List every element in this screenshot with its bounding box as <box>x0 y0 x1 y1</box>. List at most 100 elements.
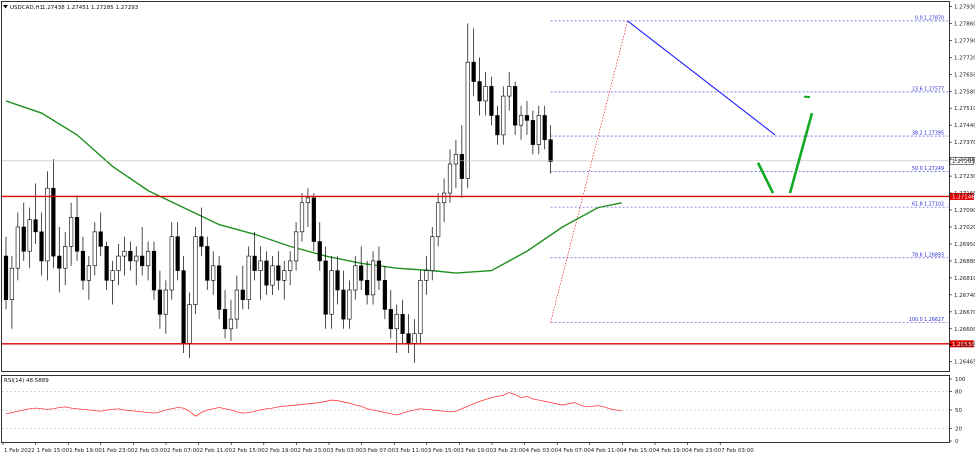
rsi-header-label: RSI(14) 48.5889 <box>4 378 49 384</box>
candle-body <box>294 232 298 261</box>
time-tick-label: 4 Feb 19:00 <box>656 448 689 454</box>
price-tick-label: 1.26670 <box>954 310 975 316</box>
candle-body <box>401 314 405 333</box>
candle-body <box>81 251 85 280</box>
candle-body <box>478 82 482 101</box>
candle-body <box>460 154 464 178</box>
candle-body <box>265 261 269 285</box>
candle-body <box>436 203 440 237</box>
candle-body <box>389 309 393 328</box>
price-tick-label: 1.27860 <box>954 21 975 27</box>
candle-body <box>395 314 399 329</box>
candle-body <box>549 140 553 162</box>
candle-body <box>182 271 186 344</box>
candle-body <box>365 280 369 295</box>
candle-body <box>134 256 138 261</box>
candle-body <box>46 188 50 261</box>
candle-body <box>413 334 417 344</box>
price-tick-label: 1.27930 <box>954 4 975 10</box>
candle-body <box>430 237 434 271</box>
candle-body <box>87 266 91 281</box>
time-tick-label: 3 Feb 15:00 <box>428 448 461 454</box>
price-tick-label: 1.27370 <box>954 140 975 146</box>
time-tick-label: 3 Feb 19:00 <box>460 448 493 454</box>
candle-body <box>4 256 8 300</box>
fib-level-label: 61.8 1.27102 <box>912 202 944 208</box>
candle-body <box>247 256 251 300</box>
time-tick-label: 2 Feb 03:00 <box>134 448 167 454</box>
time-tick-label: 3 Feb 07:00 <box>363 448 396 454</box>
candle-body <box>496 115 500 134</box>
candle-body <box>300 203 304 232</box>
candle-body <box>63 246 67 268</box>
candle-body <box>407 334 411 344</box>
candle-body <box>306 198 310 203</box>
price-tick-label: 1.26880 <box>954 259 975 265</box>
candle-body <box>217 266 221 310</box>
fib-level-label: 38.2 1.27395 <box>912 131 944 137</box>
candle-body <box>164 290 168 314</box>
time-tick-label: 1 Feb 15:00 <box>37 448 70 454</box>
time-tick-label: 3 Feb 23:00 <box>493 448 526 454</box>
candle-body <box>513 86 517 125</box>
candle-body <box>348 290 352 319</box>
candle-body <box>277 266 281 281</box>
candle-body <box>359 266 363 281</box>
candle-body <box>353 266 357 290</box>
candle-body <box>10 268 14 300</box>
candle-body <box>288 261 292 271</box>
candle-body <box>211 266 215 281</box>
price-tick-label: 1.27650 <box>954 72 975 78</box>
time-tick-label: 2 Feb 23:00 <box>297 448 330 454</box>
candle-body <box>111 271 115 281</box>
candle-body <box>442 193 446 203</box>
candle-body <box>519 115 523 125</box>
price-tick-label: 1.26535 <box>954 343 975 349</box>
fib-level-label: 78.6 1.26893 <box>912 252 944 258</box>
candle-body <box>93 232 97 266</box>
candle-body <box>454 154 458 164</box>
price-tick-label: 1.26600 <box>954 327 975 333</box>
price-tick-label: 1.27160 <box>954 191 975 197</box>
candle-body <box>34 220 38 232</box>
price-tick-label: 1.27230 <box>954 174 975 180</box>
chart-header-ohlc: 1.27438 1.27451 1.27285 1.27293 <box>42 5 139 11</box>
candle-body <box>377 261 381 280</box>
candle-body <box>259 261 263 271</box>
candle-body <box>312 198 316 242</box>
candle-body <box>448 164 452 193</box>
candle-body <box>170 237 174 290</box>
candle-body <box>99 232 103 247</box>
candle-body <box>123 251 127 256</box>
candle-body <box>253 256 257 271</box>
candle-body <box>194 237 198 305</box>
candle-body <box>52 188 56 256</box>
price-tick-label: 1.26810 <box>954 276 975 282</box>
candle-body <box>525 115 529 120</box>
candle-body <box>472 62 476 81</box>
time-tick-label: 2 Feb 15:00 <box>232 448 265 454</box>
candle-body <box>57 256 61 268</box>
time-tick-label: 4 Feb 15:00 <box>623 448 656 454</box>
candle-body <box>140 256 144 266</box>
time-tick-label: 2 Feb 11:00 <box>200 448 233 454</box>
chart-header-symbol: USDCAD,H1 <box>10 5 43 11</box>
candle-body <box>235 290 239 319</box>
candle-body <box>40 232 44 261</box>
candle-body <box>271 266 275 285</box>
price-tick-label: 1.27580 <box>954 89 975 95</box>
candle-body <box>537 115 541 144</box>
time-tick-label: 1 Feb 23:00 <box>102 448 135 454</box>
candle-body <box>188 305 192 344</box>
candle-body <box>200 237 204 247</box>
time-tick-label: 4 Feb 23:00 <box>689 448 722 454</box>
candle-body <box>419 280 423 333</box>
price-tick-label: 1.27720 <box>954 55 975 61</box>
candle-body <box>531 120 535 144</box>
candle-body <box>241 290 245 300</box>
candle-body <box>146 251 150 266</box>
time-tick-label: 2 Feb 19:00 <box>265 448 298 454</box>
candle-body <box>490 86 494 115</box>
